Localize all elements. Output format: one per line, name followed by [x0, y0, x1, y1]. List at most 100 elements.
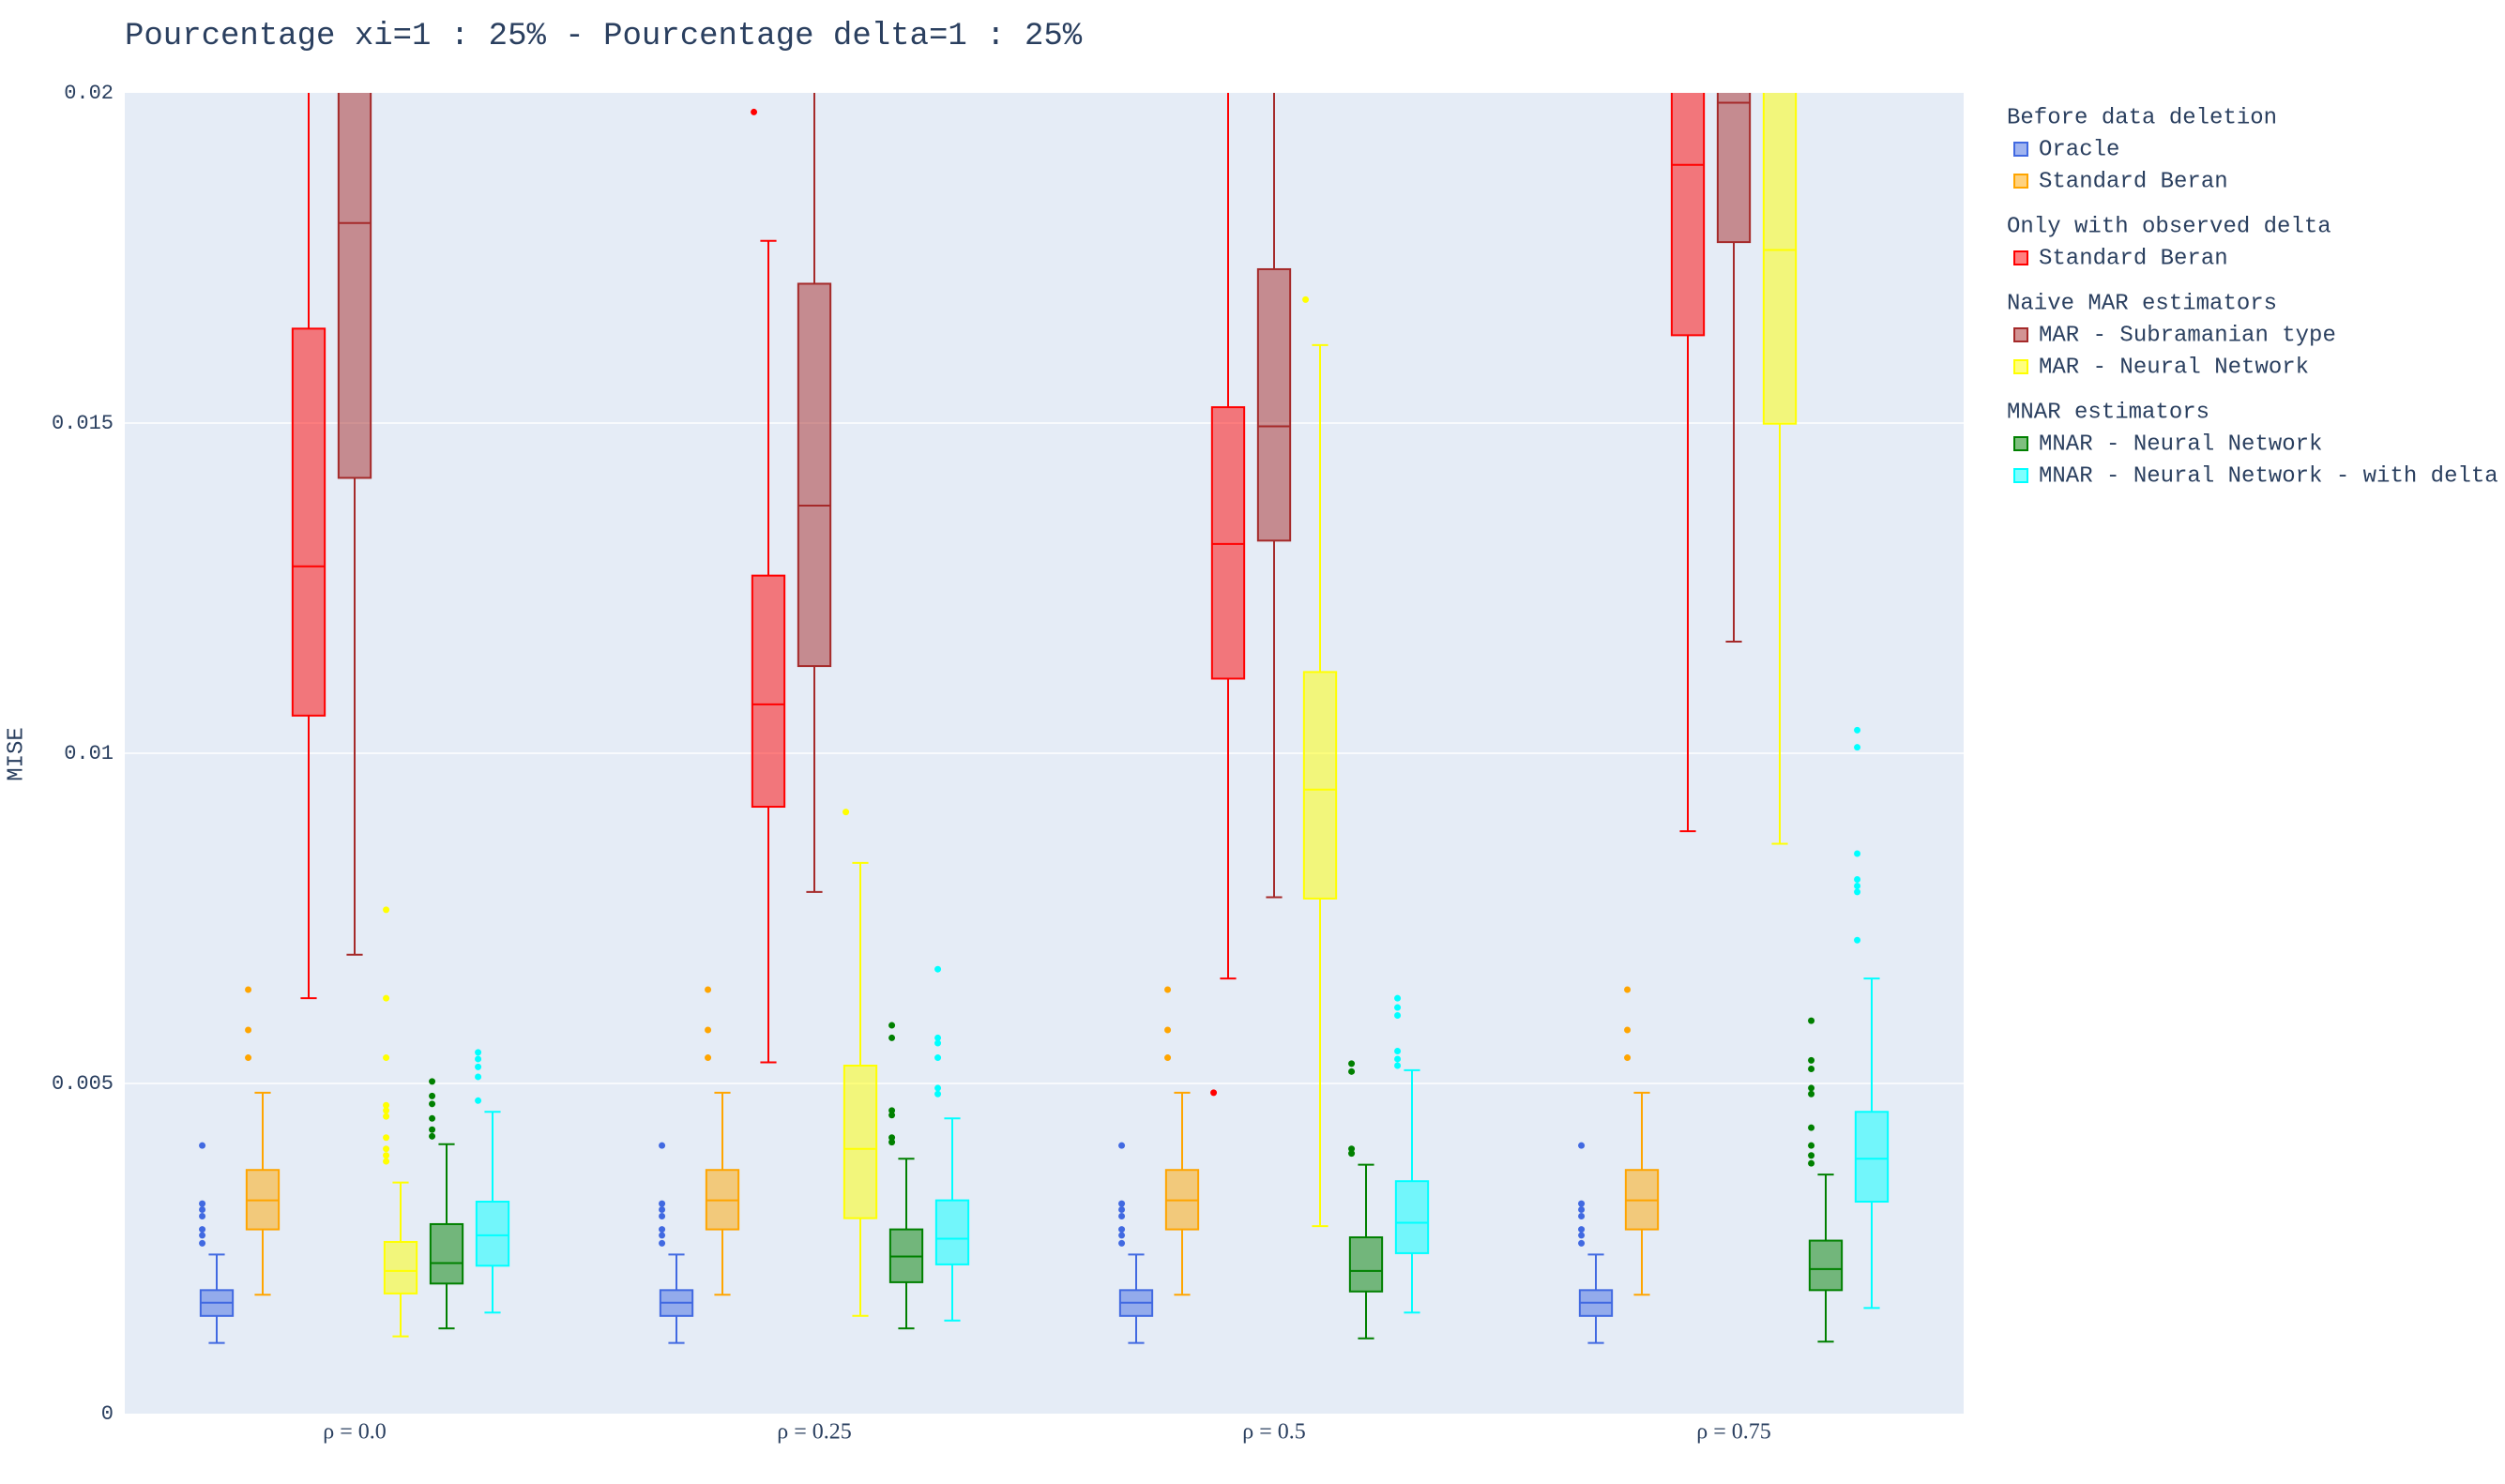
legend-label: Oracle	[2039, 137, 2119, 162]
outlier	[888, 1112, 896, 1119]
box	[291, 327, 326, 717]
outlier	[429, 1114, 436, 1122]
outlier	[1578, 1200, 1586, 1207]
legend-label: MAR - Subramanian type	[2039, 323, 2336, 348]
legend-swatch	[2013, 436, 2028, 451]
outlier	[383, 1101, 390, 1109]
box	[1808, 1239, 1844, 1292]
outlier	[934, 1084, 942, 1092]
outlier	[751, 108, 758, 115]
outlier	[1808, 1124, 1815, 1131]
legend-label: MNAR - Neural Network - with delta	[2039, 463, 2498, 489]
outlier	[934, 1054, 942, 1062]
outlier	[383, 1145, 390, 1153]
outlier	[1808, 1017, 1815, 1024]
box	[1854, 1111, 1890, 1204]
chart-title: Pourcentage xi=1 : 25% - Pourcentage del…	[125, 19, 1083, 54]
outlier	[659, 1239, 666, 1247]
outlier	[199, 1142, 206, 1149]
legend-label: MNAR - Neural Network	[2039, 432, 2322, 457]
legend-label: Standard Beran	[2039, 169, 2228, 194]
outlier	[1578, 1213, 1586, 1220]
box	[843, 1064, 878, 1219]
box	[1762, 93, 1798, 425]
outlier	[383, 1152, 390, 1159]
outlier	[1118, 1213, 1126, 1220]
outlier	[199, 1232, 206, 1239]
outlier	[475, 1073, 482, 1081]
y-tick-label: 0.01	[64, 742, 114, 765]
outlier	[1854, 936, 1861, 944]
outlier	[1578, 1226, 1586, 1234]
outlier	[199, 1239, 206, 1247]
legend-swatch	[2013, 250, 2028, 265]
outlier	[1348, 1150, 1356, 1158]
outlier	[888, 1139, 896, 1146]
outlier	[1624, 1054, 1632, 1062]
outlier	[1578, 1239, 1586, 1247]
outlier	[1348, 1068, 1356, 1075]
legend-swatch	[2013, 359, 2028, 374]
outlier	[429, 1078, 436, 1085]
box	[475, 1201, 510, 1267]
outlier	[1394, 1004, 1402, 1011]
outlier	[383, 1158, 390, 1165]
y-tick-label: 0.005	[52, 1072, 114, 1096]
outlier	[1394, 1048, 1402, 1055]
box	[751, 574, 786, 809]
outlier	[843, 809, 850, 816]
boxes	[199, 93, 1890, 1344]
outlier	[1808, 1066, 1815, 1073]
outlier	[659, 1232, 666, 1239]
outlier	[1808, 1159, 1815, 1167]
outlier	[1164, 1054, 1172, 1062]
outlier	[1164, 1026, 1172, 1034]
outlier	[659, 1200, 666, 1207]
y-tick-label: 0	[101, 1402, 114, 1426]
outlier	[475, 1049, 482, 1056]
outlier	[1624, 986, 1632, 993]
outlier	[1164, 986, 1172, 993]
outlier	[934, 1034, 942, 1041]
outlier	[1210, 1089, 1218, 1097]
box	[1348, 1236, 1384, 1293]
outlier	[1118, 1200, 1126, 1207]
box	[383, 1240, 418, 1295]
outlier	[1118, 1232, 1126, 1239]
outlier	[1348, 1145, 1356, 1153]
legend-swatch	[2013, 327, 2028, 342]
legend-swatch	[2013, 468, 2028, 483]
outlier	[475, 1055, 482, 1063]
outlier	[429, 1092, 436, 1099]
x-tick-label: ρ = 0.0	[323, 1420, 387, 1445]
outlier	[1854, 875, 1861, 883]
outlier	[1302, 295, 1310, 303]
legend: Before data deletion Oracle Standard Beran…	[2007, 105, 2498, 489]
outlier	[934, 1039, 942, 1047]
outlier	[1854, 850, 1861, 857]
outlier	[383, 906, 390, 914]
box	[934, 1199, 970, 1265]
legend-group-title: MNAR estimators	[2007, 400, 2209, 425]
outlier	[383, 1054, 390, 1062]
outlier	[1854, 883, 1861, 890]
outlier	[705, 1026, 712, 1034]
legend-group-title: Before data deletion	[2007, 105, 2277, 130]
outlier	[1348, 1060, 1356, 1068]
outlier	[1118, 1226, 1126, 1234]
outlier	[1394, 1011, 1402, 1019]
box	[1302, 671, 1338, 900]
outlier	[475, 1063, 482, 1070]
outlier	[383, 1134, 390, 1142]
y-tick-label: 0.02	[64, 82, 114, 105]
outlier	[1808, 1056, 1815, 1064]
outlier	[659, 1142, 666, 1149]
box	[337, 93, 372, 479]
outlier	[1808, 1090, 1815, 1098]
legend-group-title: Only with observed delta	[2007, 214, 2331, 239]
outlier	[659, 1205, 666, 1213]
outlier	[888, 1107, 896, 1114]
outlier	[383, 994, 390, 1002]
outlier	[1578, 1205, 1586, 1213]
